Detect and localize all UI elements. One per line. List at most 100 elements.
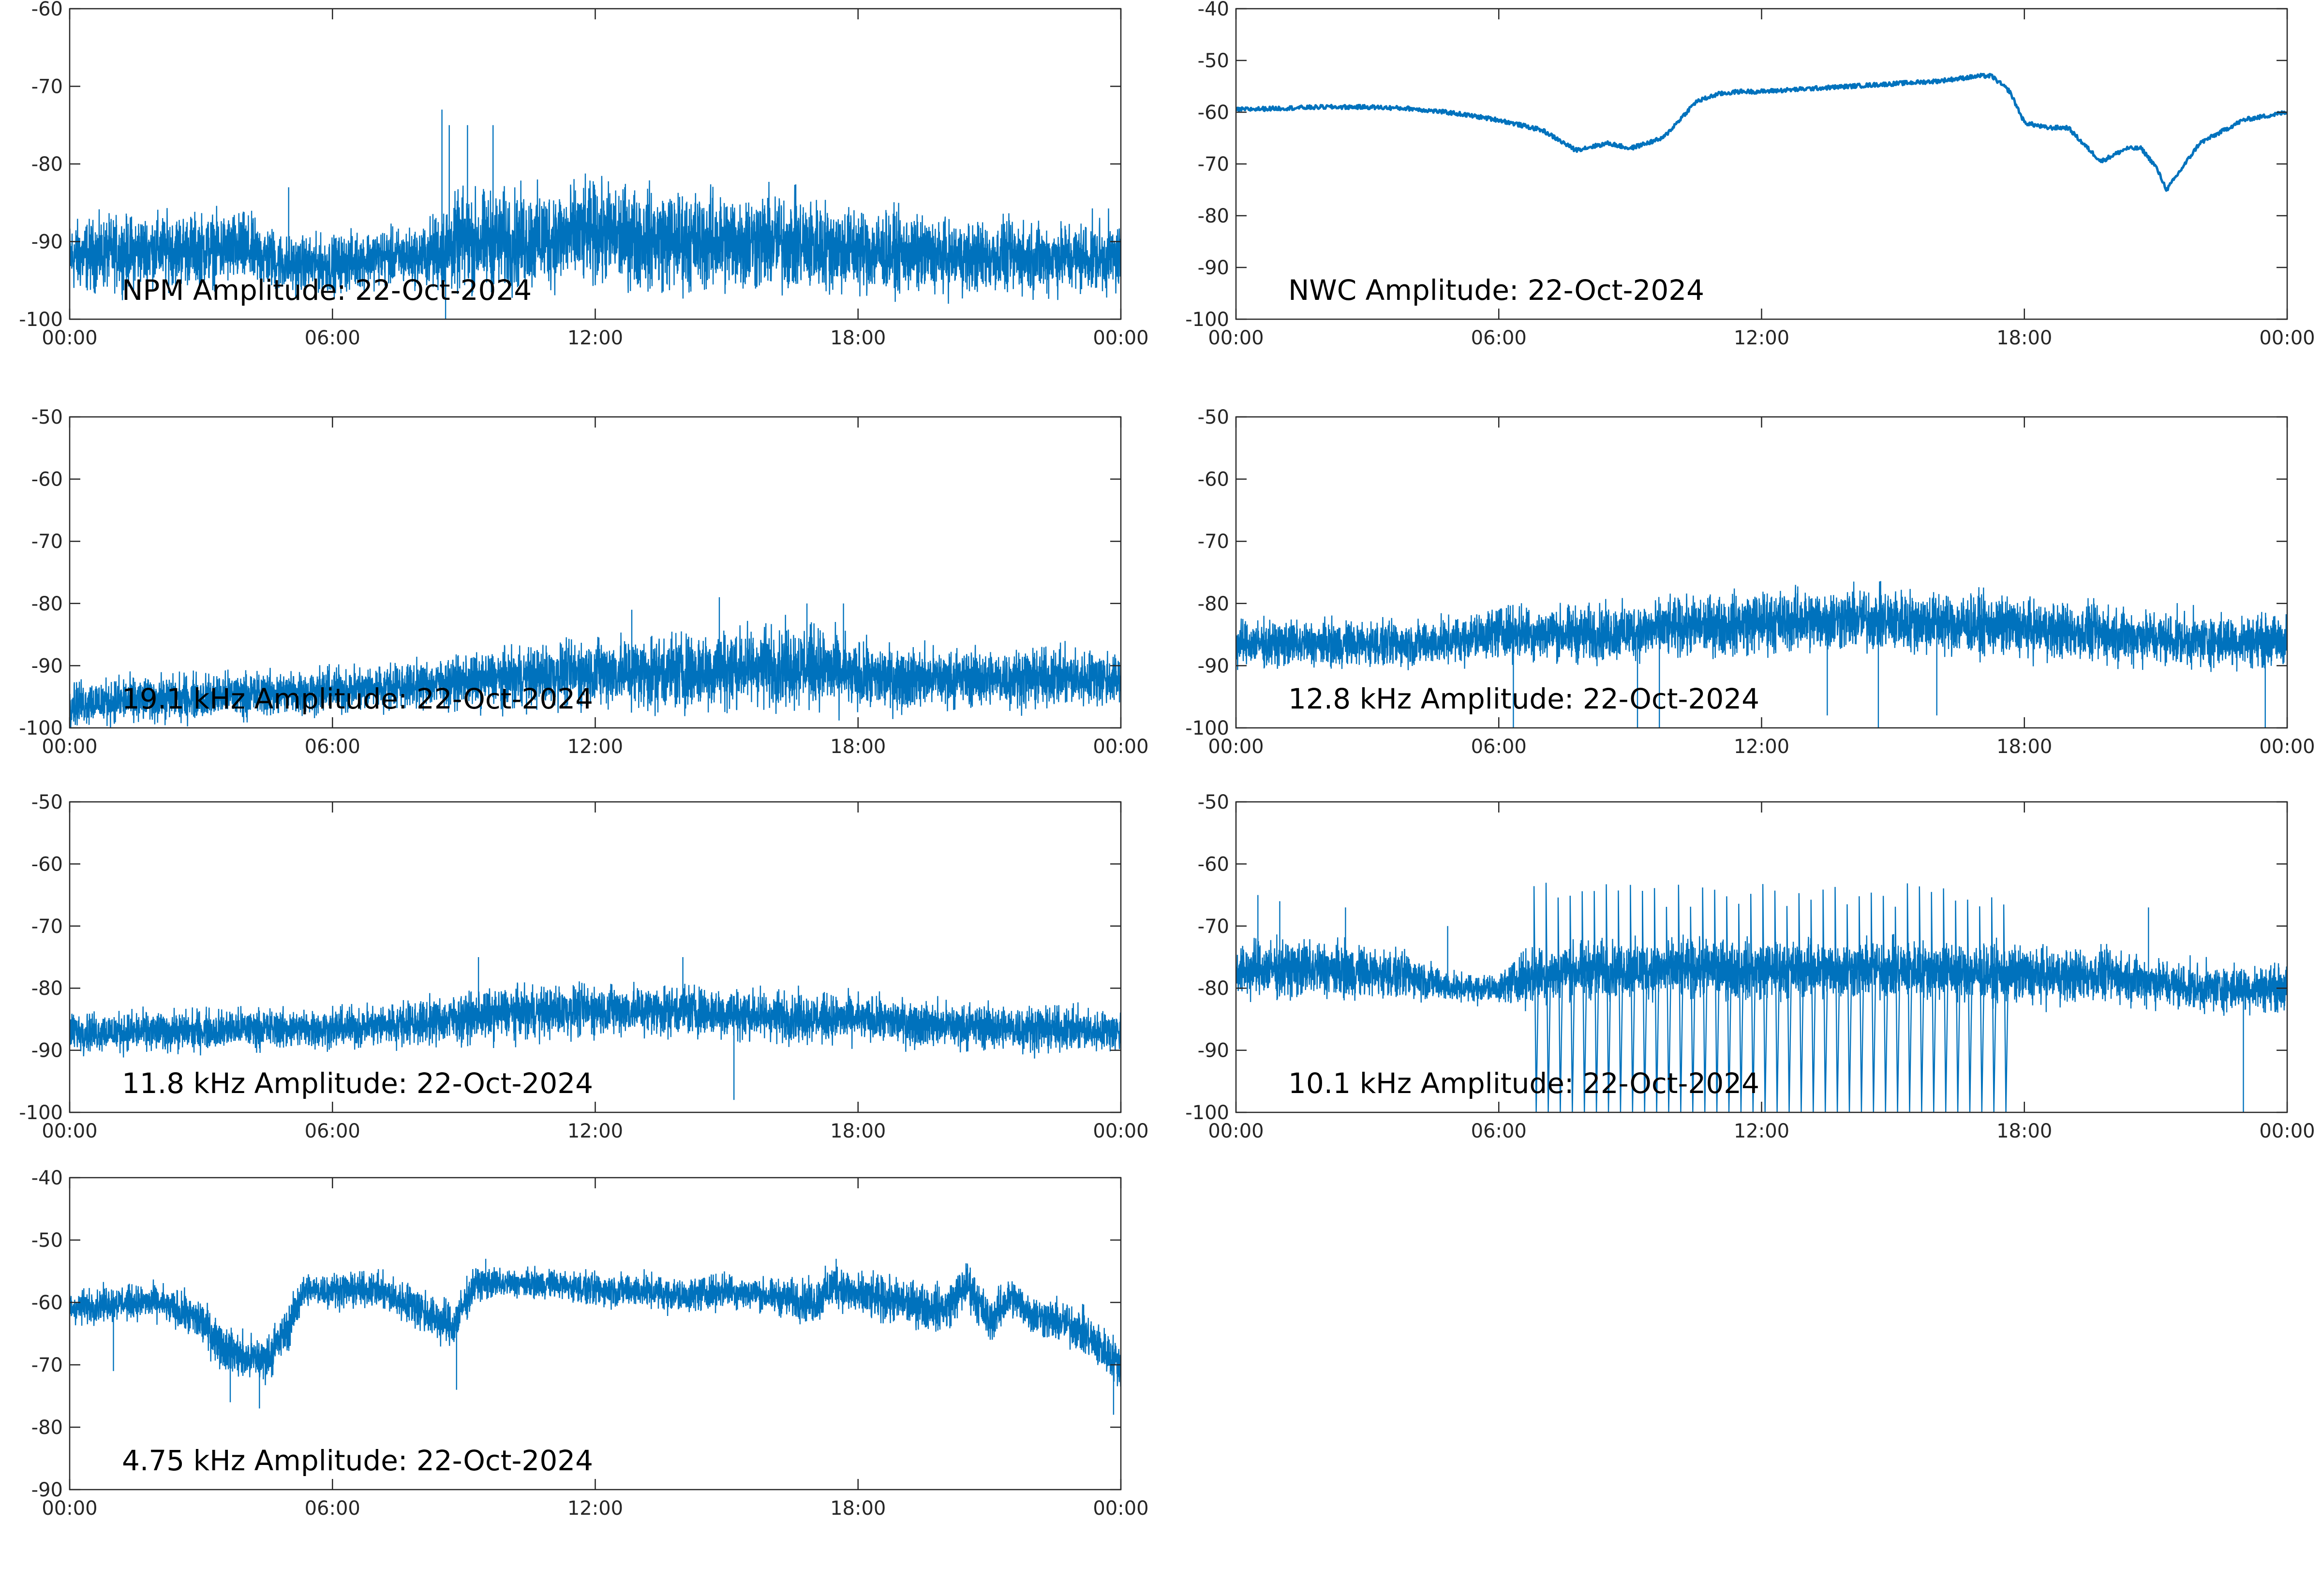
- series-line: [70, 1258, 1121, 1415]
- y-tick-label: -70: [31, 1354, 63, 1376]
- x-tick-label: 12:00: [1734, 1120, 1789, 1142]
- x-tick-label: 12:00: [567, 327, 623, 349]
- x-tick-label: 18:00: [830, 1497, 886, 1520]
- plot-frame: [1235, 8, 2288, 320]
- y-tick-label: -50: [1198, 791, 1229, 813]
- y-tick-label: -80: [31, 593, 63, 615]
- y-tick-label: -90: [31, 1479, 63, 1501]
- y-tick-label: -60: [1198, 853, 1229, 875]
- x-tick-label: 00:00: [1093, 1120, 1148, 1142]
- x-tick-label: 12:00: [567, 1120, 623, 1142]
- y-tick-label: -100: [19, 309, 63, 331]
- y-tick-label: -70: [1198, 153, 1229, 176]
- chart-title: 10.1 kHz Amplitude: 22-Oct-2024: [1288, 1067, 1759, 1100]
- x-tick-label: 18:00: [1996, 736, 2052, 758]
- x-tick-label: 00:00: [1208, 327, 1264, 349]
- x-tick-label: 12:00: [1734, 736, 1789, 758]
- y-tick-label: -70: [31, 531, 63, 553]
- plot-frame: [69, 801, 1122, 1113]
- x-tick-label: 12:00: [567, 1497, 623, 1520]
- y-tick-label: -90: [1198, 257, 1229, 279]
- y-tick-label: -60: [31, 469, 63, 491]
- y-tick-label: -50: [1198, 50, 1229, 72]
- y-tick-label: -80: [31, 1417, 63, 1439]
- y-tick-label: -60: [1198, 469, 1229, 491]
- y-tick-label: -80: [1198, 593, 1229, 615]
- y-tick-label: -60: [31, 853, 63, 875]
- y-tick-label: -90: [31, 1040, 63, 1062]
- x-tick-label: 06:00: [1471, 327, 1527, 349]
- y-tick-label: -50: [31, 406, 63, 429]
- x-tick-label: 12:00: [1734, 327, 1789, 349]
- plot-frame: [69, 1177, 1122, 1491]
- chart-title: 4.75 kHz Amplitude: 22-Oct-2024: [122, 1444, 593, 1477]
- x-tick-label: 18:00: [1996, 327, 2052, 349]
- x-tick-label: 00:00: [42, 327, 97, 349]
- x-tick-label: 18:00: [830, 736, 886, 758]
- y-tick-label: -60: [1198, 102, 1229, 124]
- chart-title: NPM Amplitude: 22-Oct-2024: [122, 274, 532, 307]
- y-tick-label: -50: [1198, 406, 1229, 429]
- x-tick-label: 00:00: [42, 1497, 97, 1520]
- chart-title: 11.8 kHz Amplitude: 22-Oct-2024: [122, 1067, 593, 1100]
- chart-title: 12.8 kHz Amplitude: 22-Oct-2024: [1288, 682, 1759, 715]
- x-tick-label: 00:00: [2259, 327, 2315, 349]
- y-tick-label: -90: [1198, 655, 1229, 677]
- y-tick-label: -100: [19, 717, 63, 739]
- plot-frame: [1235, 416, 2288, 729]
- x-tick-label: 18:00: [830, 1120, 886, 1142]
- series-line: [70, 109, 1121, 319]
- x-tick-label: 06:00: [305, 327, 360, 349]
- y-tick-label: -80: [1198, 977, 1229, 1000]
- x-tick-label: 00:00: [42, 736, 97, 758]
- y-tick-label: -100: [1185, 1102, 1229, 1124]
- y-tick-label: -100: [1185, 717, 1229, 739]
- chart-title: NWC Amplitude: 22-Oct-2024: [1288, 274, 1704, 307]
- y-tick-label: -70: [1198, 531, 1229, 553]
- series-line: [70, 597, 1121, 728]
- y-tick-label: -90: [1198, 1040, 1229, 1062]
- y-tick-label: -80: [1198, 205, 1229, 227]
- y-tick-label: -50: [31, 791, 63, 813]
- x-tick-label: 06:00: [305, 736, 360, 758]
- y-tick-label: -80: [31, 977, 63, 1000]
- y-tick-label: -70: [31, 76, 63, 98]
- series-line: [70, 957, 1121, 1100]
- x-tick-label: 06:00: [305, 1120, 360, 1142]
- y-tick-label: -70: [31, 916, 63, 938]
- chart-title: 19.1 kHz Amplitude: 22-Oct-2024: [122, 682, 593, 715]
- series-line: [1236, 73, 2287, 192]
- y-tick-label: -40: [1198, 0, 1229, 20]
- x-tick-label: 00:00: [1208, 736, 1264, 758]
- x-tick-label: 06:00: [305, 1497, 360, 1520]
- x-tick-label: 00:00: [1093, 1497, 1148, 1520]
- x-tick-label: 18:00: [830, 327, 886, 349]
- x-tick-label: 00:00: [1093, 736, 1148, 758]
- x-tick-label: 00:00: [2259, 736, 2315, 758]
- y-tick-label: -60: [31, 0, 63, 20]
- y-tick-label: -50: [31, 1229, 63, 1252]
- y-tick-label: -80: [31, 153, 63, 176]
- x-tick-label: 18:00: [1996, 1120, 2052, 1142]
- y-tick-label: -40: [31, 1167, 63, 1189]
- y-tick-label: -100: [19, 1102, 63, 1124]
- x-tick-label: 06:00: [1471, 1120, 1527, 1142]
- x-tick-label: 00:00: [1093, 327, 1148, 349]
- x-tick-label: 00:00: [42, 1120, 97, 1142]
- x-tick-label: 12:00: [567, 736, 623, 758]
- x-tick-label: 00:00: [2259, 1120, 2315, 1142]
- y-tick-label: -90: [31, 655, 63, 677]
- y-tick-label: -90: [31, 231, 63, 253]
- y-tick-label: -70: [1198, 916, 1229, 938]
- x-tick-label: 00:00: [1208, 1120, 1264, 1142]
- series-line: [1236, 883, 2287, 1112]
- y-tick-label: -100: [1185, 309, 1229, 331]
- x-tick-label: 06:00: [1471, 736, 1527, 758]
